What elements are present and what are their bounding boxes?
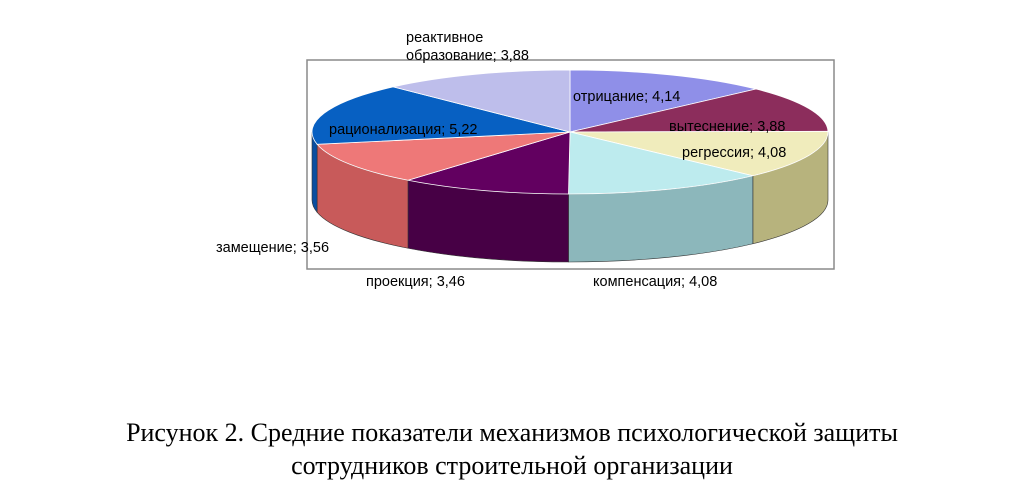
pie-slice-zameschenie: [316, 131, 571, 181]
caption-line-2: сотрудников строительной организации: [291, 451, 733, 480]
pie-slice-vytesnenie: [569, 88, 829, 133]
label-racionalizaciya: рационализация; 5,22: [329, 122, 477, 138]
pie-slice-otricanie: [569, 69, 757, 133]
label-regressiya: регрессия; 4,08: [682, 145, 786, 161]
label-zameschenie: замещение; 3,56: [216, 240, 329, 256]
pie-slice-proekciya: [407, 131, 571, 195]
label-kompensaciya: компенсация; 4,08: [593, 274, 717, 290]
label-reactive-line1: реактивное: [406, 30, 483, 46]
pie-chart: реактивное образование; 3,88 отрицание; …: [216, 30, 835, 290]
pie-slice-reaktivnoe: [393, 69, 571, 133]
pie-side-racionalizaciya: [311, 131, 318, 214]
label-proekciya: проекция; 3,46: [366, 274, 465, 290]
label-reactive-line2: образование; 3,88: [406, 48, 529, 64]
pie-slice-racionalizaciya: [311, 86, 571, 145]
pie-sides: [311, 131, 829, 263]
caption-line-1: Рисунок 2. Средние показатели механизмов…: [126, 418, 898, 447]
pie-slice-kompensaciya: [568, 131, 753, 195]
pie-top: [311, 69, 829, 195]
label-vytesnenie: вытеснение; 3,88: [669, 119, 785, 135]
label-otricanie: отрицание; 4,14: [573, 89, 680, 105]
plot-area-border: [306, 59, 835, 270]
data-labels: реактивное образование; 3,88 отрицание; …: [216, 30, 786, 290]
pie-slice-regressiya: [569, 130, 829, 177]
